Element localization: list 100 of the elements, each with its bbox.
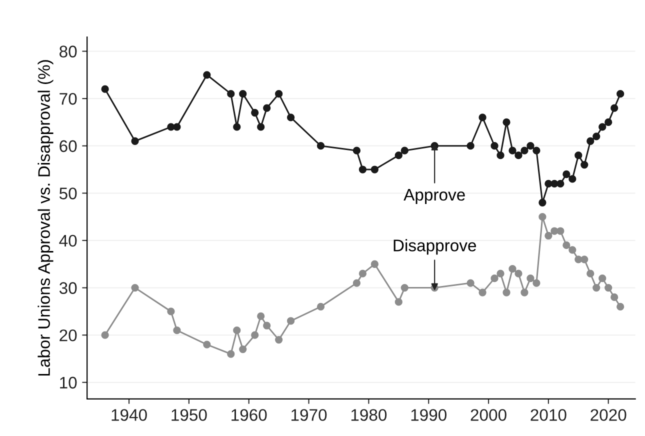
point xyxy=(394,152,402,160)
point xyxy=(604,284,612,292)
point xyxy=(370,260,378,268)
point xyxy=(478,288,486,296)
x-tick-label: 1980 xyxy=(351,409,387,421)
point xyxy=(101,85,109,93)
point xyxy=(263,104,271,112)
point xyxy=(502,288,510,296)
point xyxy=(580,160,588,169)
point xyxy=(532,146,540,154)
point xyxy=(358,270,367,278)
x-tick-label: 1950 xyxy=(172,409,207,421)
y-tick-label: 10 xyxy=(60,376,77,389)
annotation: Disapprove xyxy=(394,239,476,255)
point xyxy=(550,227,558,235)
point xyxy=(203,340,211,348)
point xyxy=(538,213,546,221)
point xyxy=(496,270,504,278)
point xyxy=(526,142,534,150)
point xyxy=(466,279,474,287)
point xyxy=(233,326,241,334)
point xyxy=(251,331,259,339)
point xyxy=(616,90,624,98)
point xyxy=(358,166,367,174)
point xyxy=(101,331,109,339)
point xyxy=(263,322,271,330)
point xyxy=(520,288,528,296)
y-tick-label: 20 xyxy=(60,329,77,342)
point xyxy=(286,317,295,325)
point xyxy=(544,180,552,188)
x-tick-label: 2020 xyxy=(590,409,626,421)
annotation: Approve xyxy=(404,189,465,204)
y-tick-label: 60 xyxy=(60,140,77,152)
x-tick-label: 1940 xyxy=(112,409,147,421)
point xyxy=(586,270,594,278)
point xyxy=(538,198,546,206)
point xyxy=(239,90,247,98)
point xyxy=(514,152,522,160)
x-tick-label: 1970 xyxy=(292,409,327,421)
x-tick-label: 2010 xyxy=(530,409,566,421)
point xyxy=(574,256,582,264)
point xyxy=(400,146,408,154)
point xyxy=(598,274,606,282)
point xyxy=(580,256,588,264)
point xyxy=(520,146,528,154)
point xyxy=(257,123,265,131)
point xyxy=(574,152,582,160)
point xyxy=(478,114,486,122)
point xyxy=(616,302,624,311)
point xyxy=(251,108,259,117)
point xyxy=(173,123,181,131)
y-tick-label: 50 xyxy=(59,188,77,200)
point xyxy=(227,90,235,98)
point xyxy=(400,284,408,292)
point xyxy=(490,274,498,282)
point xyxy=(286,114,295,122)
x-tick-label: 2000 xyxy=(470,409,506,421)
point xyxy=(532,279,540,287)
point xyxy=(394,298,402,306)
point xyxy=(592,132,600,140)
point xyxy=(514,270,522,278)
point xyxy=(562,170,570,178)
point xyxy=(604,118,612,126)
point xyxy=(610,104,618,112)
point xyxy=(370,166,378,174)
point xyxy=(352,146,361,154)
point xyxy=(490,142,498,150)
point xyxy=(466,142,474,150)
point xyxy=(274,90,283,98)
point xyxy=(239,345,247,354)
point xyxy=(592,284,600,292)
point xyxy=(167,123,175,131)
point xyxy=(316,302,325,311)
y-tick-label: 40 xyxy=(59,234,77,247)
point xyxy=(233,123,241,131)
point xyxy=(544,232,552,240)
point xyxy=(173,326,181,334)
x-tick-label: 1990 xyxy=(411,409,446,421)
point xyxy=(568,175,576,183)
point xyxy=(586,137,594,145)
point xyxy=(502,118,510,126)
y-axis-title: Labor Unions Approval vs. Disapproval (%) xyxy=(38,60,54,376)
point xyxy=(316,142,325,150)
point xyxy=(257,312,265,320)
point xyxy=(526,274,534,282)
point xyxy=(227,350,235,358)
point xyxy=(496,152,504,160)
point xyxy=(508,146,516,154)
point xyxy=(556,227,564,235)
point xyxy=(598,123,606,131)
x-tick-label: 1960 xyxy=(232,409,267,421)
y-tick-label: 80 xyxy=(60,46,77,58)
point xyxy=(550,180,558,188)
point xyxy=(562,241,570,250)
point xyxy=(508,265,516,273)
point xyxy=(131,284,139,292)
y-tick-label: 30 xyxy=(59,282,77,294)
point xyxy=(203,71,211,79)
point xyxy=(274,336,283,344)
point xyxy=(556,180,564,188)
